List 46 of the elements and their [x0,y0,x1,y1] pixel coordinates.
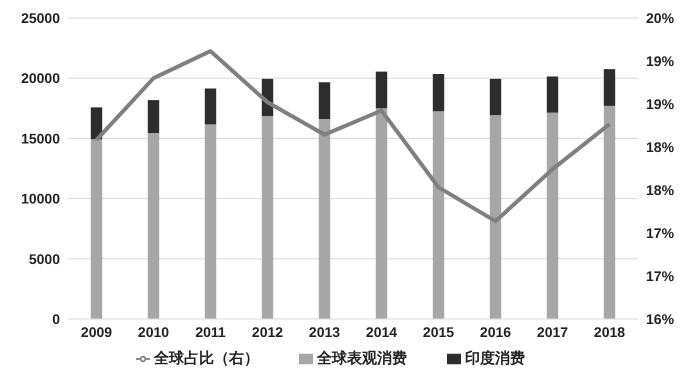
x-tick-label: 2013 [308,324,340,340]
bar [490,115,502,319]
y2-tick-label: 18% [646,182,675,198]
y2-tick-label: 16% [646,310,675,327]
x-tick-label: 2011 [195,324,226,340]
y2-tick-label: 20% [646,10,675,26]
bar [262,116,274,319]
legend-label: 全球占比（右） [154,350,259,367]
y2-tick-label: 18% [646,138,675,155]
bar [204,124,216,319]
y-tick-label: 10000 [21,190,60,207]
y2-tick-label: 17% [646,268,675,284]
bar [546,112,558,319]
x-tick-label: 2016 [480,324,512,340]
bar [148,132,160,319]
y-tick-label: 5000 [28,250,60,267]
bar [604,69,616,106]
x-tick-label: 2012 [252,324,284,340]
x-tick-label: 2017 [536,324,568,340]
bar [604,106,616,319]
bar [90,139,102,319]
bar [432,74,444,112]
y2-tick-label: 19% [646,96,675,112]
bar [376,72,388,108]
y-tick-label: 15000 [21,130,60,146]
x-tick-label: 2014 [366,324,398,340]
y2-tick-label: 19% [646,52,675,69]
bar [376,108,388,319]
y-tick-label: 25000 [21,10,60,26]
x-tick-label: 2015 [422,324,454,340]
x-tick-label: 2010 [138,324,170,340]
legend-label: 印度消费 [465,350,525,367]
bar [546,76,558,113]
bar [204,88,216,124]
bar [432,111,444,319]
bar [148,100,160,133]
bar [318,82,330,120]
bar [490,78,502,116]
y-tick-label: 0 [52,310,60,327]
line-series [94,49,612,224]
y2-tick-label: 17% [646,224,675,241]
legend-label: 全球表观消费 [317,350,407,367]
bar [318,119,330,319]
y-tick-label: 20000 [21,70,60,86]
x-tick-label: 2018 [594,324,626,340]
x-tick-label: 2009 [80,324,112,340]
